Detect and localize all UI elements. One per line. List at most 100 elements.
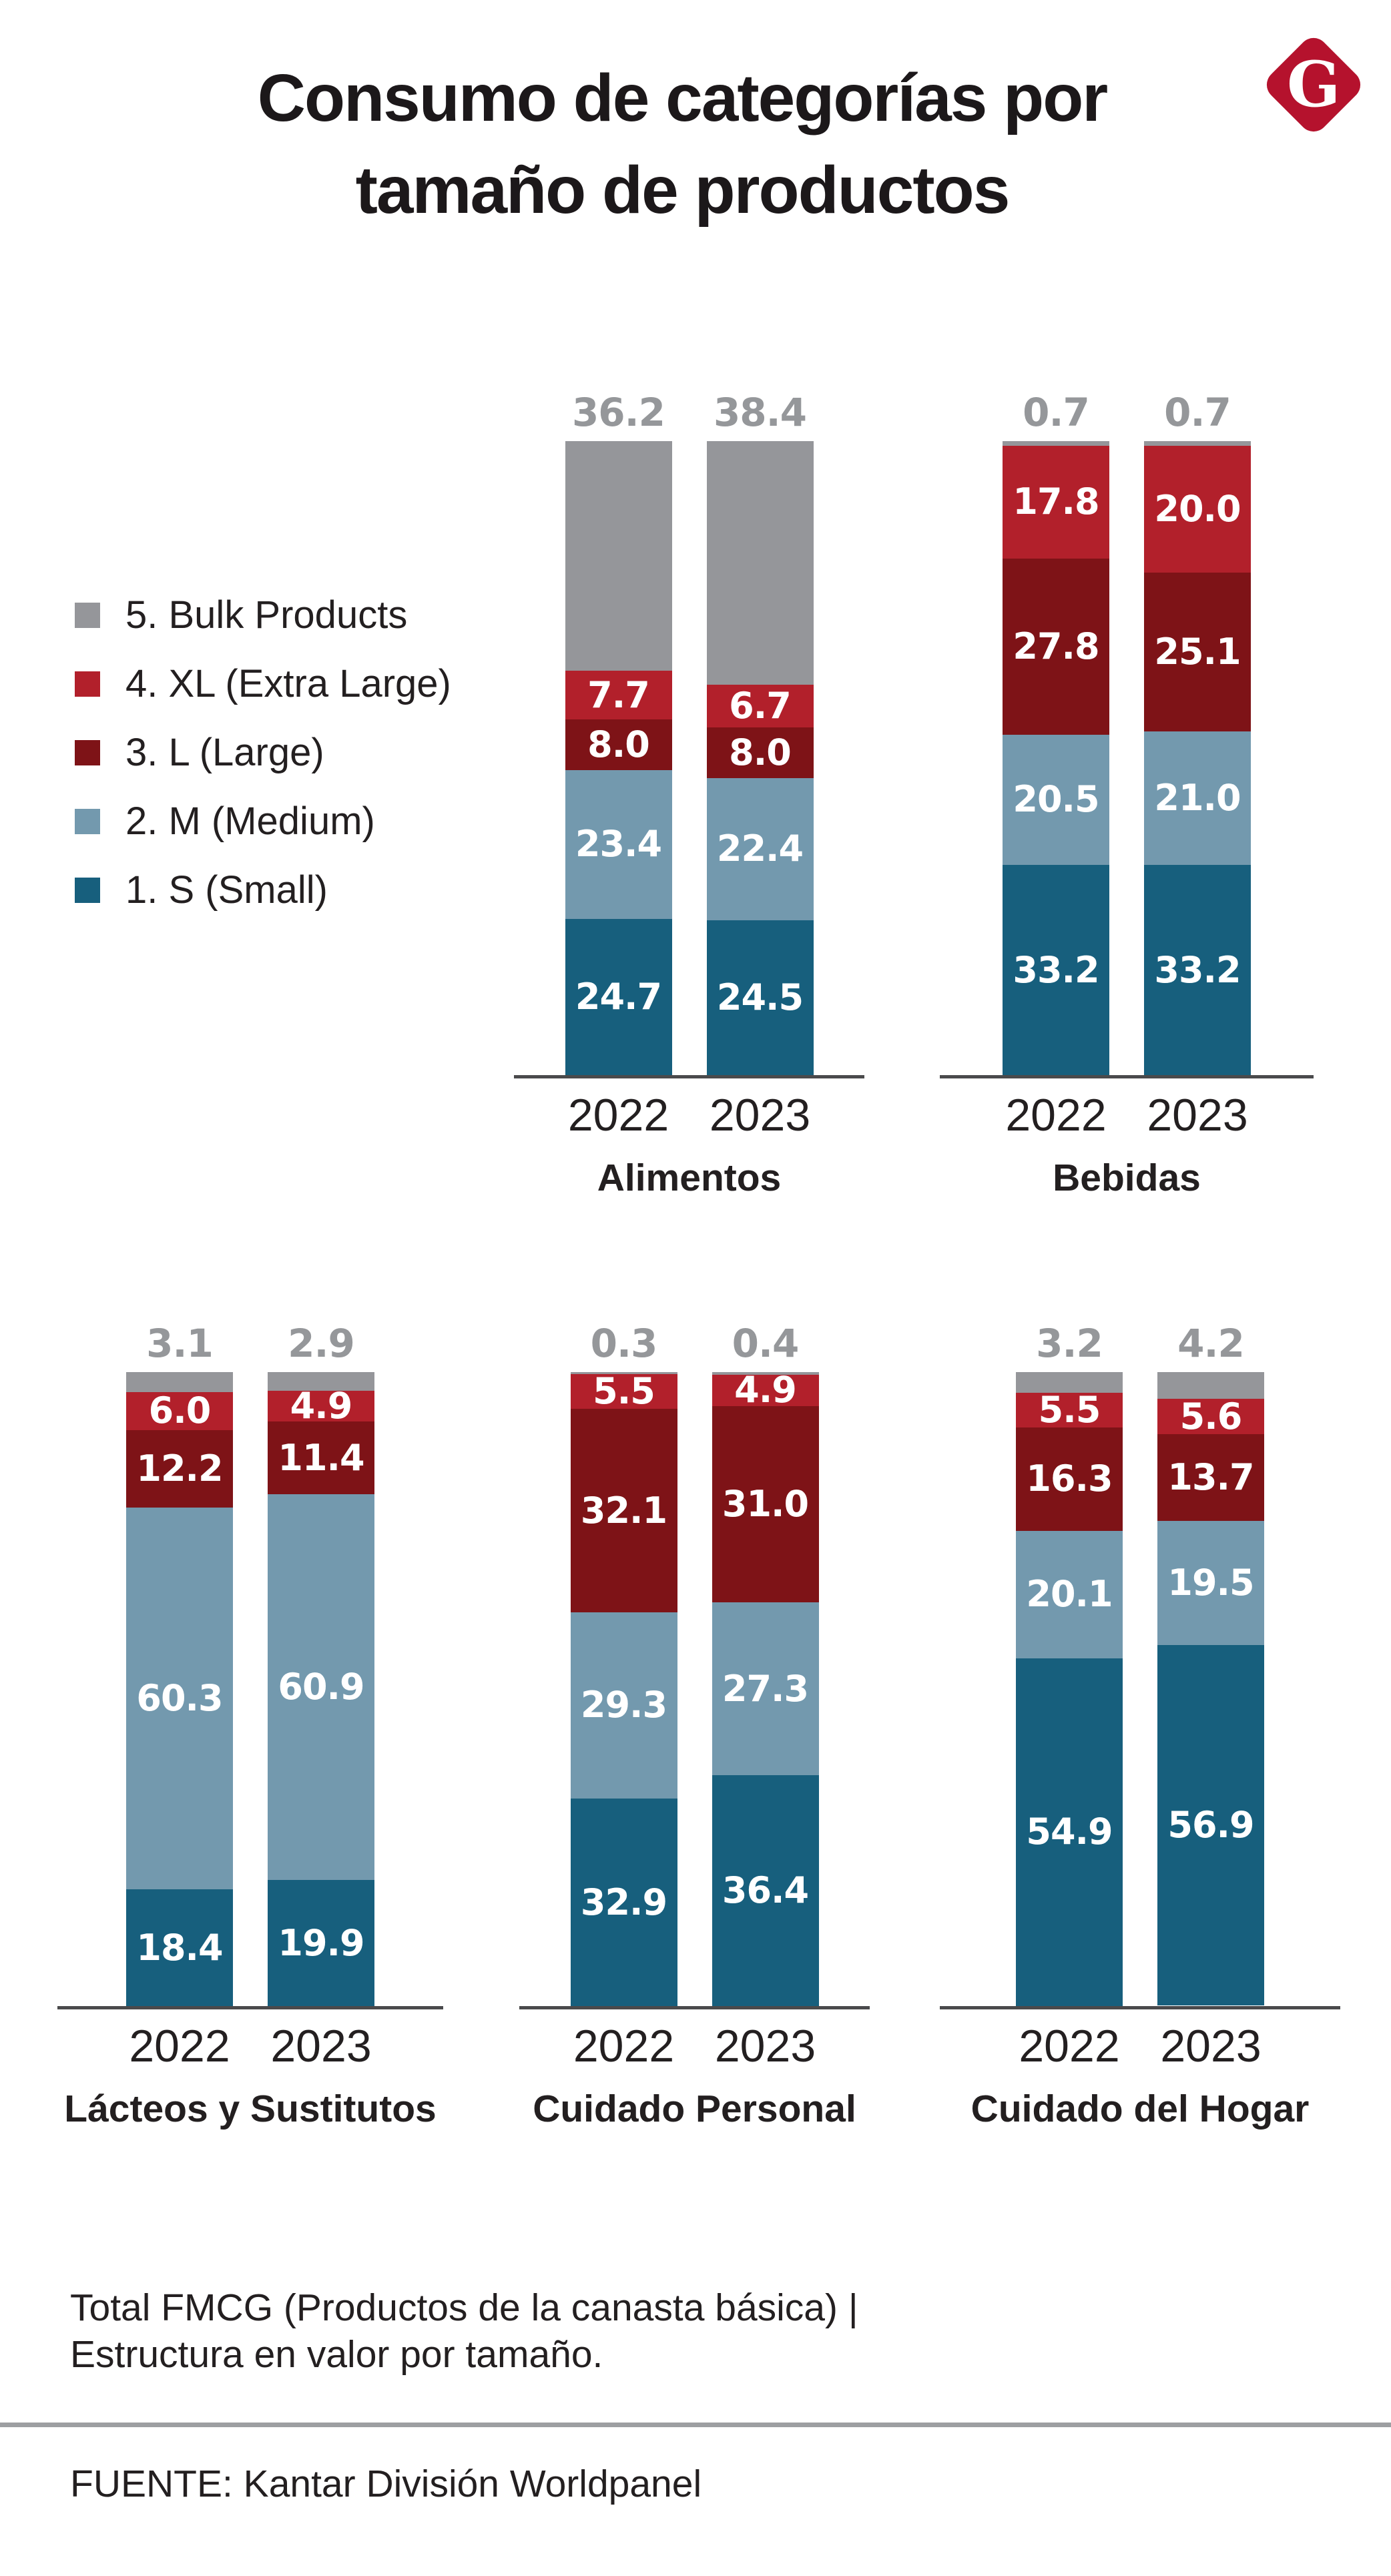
segment-value-label: 54.9 (1026, 1811, 1113, 1853)
segment-value-label: 19.9 (278, 1921, 364, 1964)
page-title-line2: tamaño de productos (355, 153, 1011, 228)
bar-segment-m: 21.0 (1144, 731, 1251, 865)
segment-value-label: 36.4 (722, 1869, 809, 1912)
segment-value-label: 20.5 (1013, 778, 1099, 821)
bar-segment-s: 36.4 (712, 1775, 819, 2007)
bar-segment-l: 11.4 (268, 1421, 374, 1494)
segment-value-label: 20.1 (1026, 1573, 1113, 1616)
legend-label: 1. S (Small) (125, 868, 328, 912)
bar-segment-xl: 20.0 (1144, 445, 1251, 573)
segment-value-label: 19.5 (1167, 1562, 1254, 1604)
bar-segment-s: 33.2 (1003, 864, 1109, 1076)
footnote-line1: Total FMCG (Productos de la canasta bási… (70, 2286, 858, 2329)
years-row: 2022 2023 (565, 1089, 814, 1141)
bar-segment-l: 32.1 (570, 1409, 677, 1613)
segment-value-label: 25.1 (1154, 631, 1241, 673)
bar-segment-m: 27.3 (712, 1602, 819, 1776)
stacked-bar-2022: 5.5 32.1 29.3 32.9 (570, 1370, 677, 2007)
bars-row: 0.3 5.5 32.1 29.3 32.9 0.4 4.9 31.0 27.3 36.4 (570, 1321, 819, 2007)
bar-segment-bulk (570, 1372, 677, 1375)
bar-segment-xl: 6.0 (126, 1389, 233, 1432)
segment-value-label: 6.0 (148, 1389, 212, 1432)
years-row: 2022 2023 (1016, 2020, 1264, 2072)
legend-item-xl: 4. XL (Extra Large) (75, 665, 451, 703)
segment-value-label: 21.0 (1154, 777, 1241, 820)
bar-segment-s: 33.2 (1144, 864, 1251, 1076)
bar-segment-bulk (1003, 441, 1109, 446)
stacked-bar-2022: 5.5 16.3 20.1 54.9 (1016, 1372, 1123, 2007)
legend-swatch-xl (75, 671, 100, 697)
bulk-total-label: 4.2 (1177, 1321, 1245, 1366)
year-label: 2022 (1019, 2021, 1120, 2072)
chart-bebidas: 0.7 17.8 27.8 20.5 33.2 0.7 20.0 25.1 21.0 33.2 2… (940, 390, 1314, 1199)
bar-column-2022: 36.2 7.7 8.0 23.4 24.7 (565, 390, 672, 1076)
bar-segment-m: 22.4 (706, 777, 814, 920)
bar-segment-xl: 17.8 (1003, 445, 1109, 559)
bar-segment-xl: 6.7 (706, 685, 814, 727)
segment-value-label: 5.5 (1038, 1388, 1101, 1431)
year-label: 2023 (270, 2021, 372, 2072)
bar-segment-xl: 4.9 (712, 1369, 819, 1411)
legend-item-s: 1. S (Small) (75, 871, 451, 910)
bars-row: 3.2 5.5 16.3 20.1 54.9 4.2 5.6 13.7 19.5 56.9 (1016, 1321, 1264, 2007)
segment-value-label: 22.4 (716, 828, 804, 870)
category-label: Cuidado Personal (533, 2087, 856, 2131)
segment-value-label: 24.5 (716, 976, 804, 1018)
bar-segment-m: 23.4 (565, 770, 672, 919)
legend-swatch-s (75, 878, 100, 903)
segment-value-label: 29.3 (580, 1684, 667, 1726)
bar-segment-l: 13.7 (1157, 1434, 1264, 1522)
brand-logo-letter: G (1286, 48, 1341, 121)
bar-segment-m: 20.1 (1016, 1530, 1123, 1658)
x-axis-line (940, 1075, 1314, 1079)
bar-column-2023: 38.4 6.7 8.0 22.4 24.5 (706, 390, 814, 1076)
chart-cuidado-del-hogar: 3.2 5.5 16.3 20.1 54.9 4.2 5.6 13.7 19.5 56.9 202… (940, 1321, 1340, 2130)
bar-segment-l: 31.0 (712, 1405, 819, 1603)
segment-value-label: 23.4 (575, 823, 662, 866)
segment-value-label: 4.9 (734, 1369, 797, 1411)
bar-column-2022: 0.3 5.5 32.1 29.3 32.9 (570, 1321, 677, 2007)
bar-segment-l: 16.3 (1016, 1427, 1123, 1531)
bars-row: 3.1 6.0 12.2 60.3 18.4 2.9 4.9 11.4 60.9 19.9 (126, 1321, 374, 2007)
year-label: 2023 (1160, 2021, 1262, 2072)
bar-segment-l: 8.0 (565, 719, 672, 771)
bar-segment-bulk (1144, 441, 1251, 446)
segment-value-label: 7.7 (587, 673, 650, 716)
chart-alimentos: 36.2 7.7 8.0 23.4 24.7 38.4 6.7 8.0 22.4 24.5 202… (514, 390, 864, 1199)
segment-value-label: 32.9 (580, 1881, 667, 1923)
footnote-line2: Estructura en valor por tamaño. (70, 2333, 603, 2376)
bar-segment-bulk (1157, 1372, 1264, 1399)
bulk-total-label: 3.1 (146, 1321, 214, 1366)
segment-value-label: 18.4 (136, 1926, 223, 1969)
bars-row: 0.7 17.8 27.8 20.5 33.2 0.7 20.0 25.1 21.0 33.2 (1003, 390, 1251, 1076)
category-label: Alimentos (597, 1157, 782, 1200)
segment-value-label: 20.0 (1154, 487, 1241, 530)
page-title-line1: Consumo de categorías por (257, 61, 1108, 135)
legend-label: 2. M (Medium) (125, 799, 375, 843)
segment-value-label: 27.8 (1013, 625, 1099, 668)
x-axis-line (519, 2006, 870, 2010)
bar-segment-s: 19.9 (268, 1880, 374, 2007)
bulk-total-label: 36.2 (571, 390, 665, 435)
bar-column-2022: 0.7 17.8 27.8 20.5 33.2 (1003, 390, 1109, 1076)
x-axis-line (57, 2006, 443, 2010)
bar-segment-l: 8.0 (706, 727, 814, 778)
legend-swatch-bulk (75, 603, 100, 628)
bar-segment-m: 60.9 (268, 1494, 374, 1881)
bar-segment-bulk (712, 1372, 819, 1375)
segment-value-label: 5.5 (593, 1370, 655, 1413)
bulk-total-label: 0.4 (732, 1321, 800, 1366)
segment-value-label: 24.7 (575, 975, 662, 1018)
bar-column-2022: 3.1 6.0 12.2 60.3 18.4 (126, 1321, 233, 2007)
bar-column-2023: 0.7 20.0 25.1 21.0 33.2 (1144, 390, 1251, 1076)
bar-segment-bulk (706, 441, 814, 685)
bar-segment-bulk (1016, 1372, 1123, 1393)
legend-swatch-m (75, 809, 100, 834)
bar-segment-m: 29.3 (570, 1612, 677, 1799)
bar-segment-l: 25.1 (1144, 572, 1251, 732)
legend-label: 5. Bulk Products (125, 593, 408, 637)
segment-value-label: 60.3 (136, 1677, 223, 1720)
stacked-bar-2022: 6.0 12.2 60.3 18.4 (126, 1372, 233, 2007)
category-label: Lácteos y Sustitutos (64, 2087, 437, 2131)
